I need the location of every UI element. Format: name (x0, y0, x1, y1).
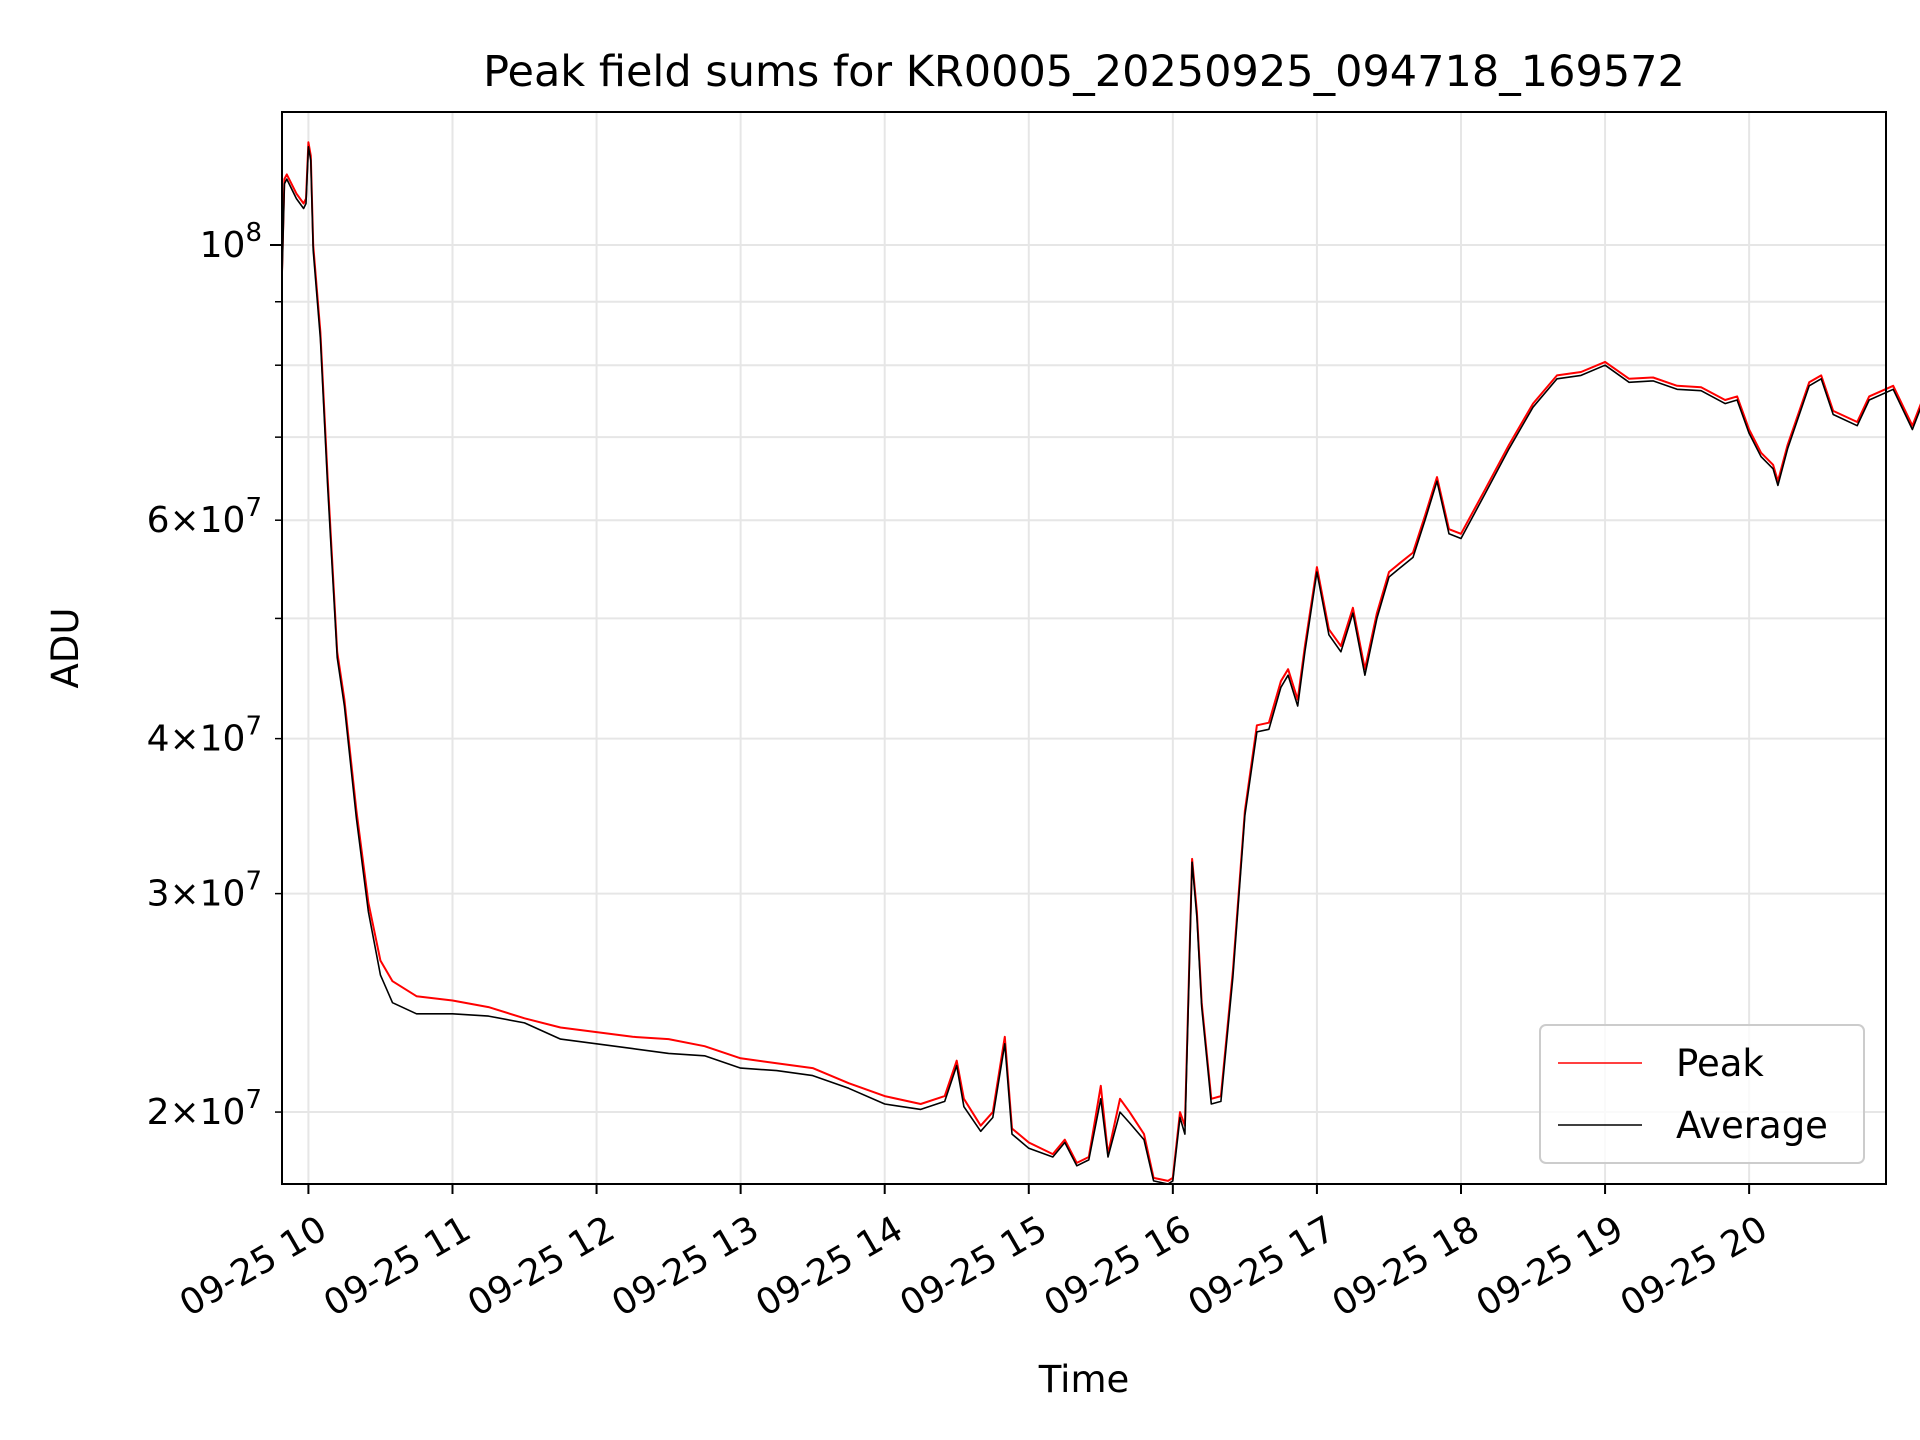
x-tick-label: 09-25 19 (1470, 1208, 1631, 1324)
y-tick-label: 2×107 (147, 1085, 262, 1133)
y-tick-label: 6×107 (147, 493, 262, 541)
x-tick-label: 09-25 14 (749, 1208, 910, 1324)
y-axis: 108 2×107 3×107 4×107 6×107 (147, 218, 282, 1133)
x-tick-label: 09-25 12 (461, 1208, 622, 1324)
y-tick-label: 108 (200, 218, 262, 266)
legend: Peak Average (1539, 1024, 1865, 1164)
x-axis-label: Time (1038, 1358, 1130, 1401)
x-tick-label: 09-25 20 (1614, 1208, 1775, 1324)
legend-box (1539, 1024, 1865, 1164)
chart-title: Peak field sums for KR0005_20250925_0947… (483, 47, 1685, 97)
x-tick-label: 09-25 10 (173, 1208, 334, 1324)
x-tick-label: 09-25 18 (1326, 1208, 1487, 1324)
x-tick-label: 09-25 17 (1182, 1208, 1343, 1324)
y-tick-label: 4×107 (147, 712, 262, 760)
x-tick-label: 09-25 15 (893, 1208, 1054, 1324)
legend-label-peak: Peak (1676, 1042, 1764, 1085)
series-layer (281, 141, 1920, 1185)
series-line-average (281, 146, 1920, 1185)
y-tick-label: 3×107 (147, 867, 262, 915)
y-axis-label: ADU (44, 608, 87, 689)
legend-label-average: Average (1676, 1104, 1828, 1147)
x-tick-label: 09-25 16 (1037, 1208, 1198, 1324)
x-tick-label: 09-25 13 (605, 1208, 766, 1324)
plot-frame (281, 111, 1887, 1185)
series-line-peak (281, 141, 1920, 1182)
x-tick-label: 09-25 11 (317, 1208, 478, 1324)
